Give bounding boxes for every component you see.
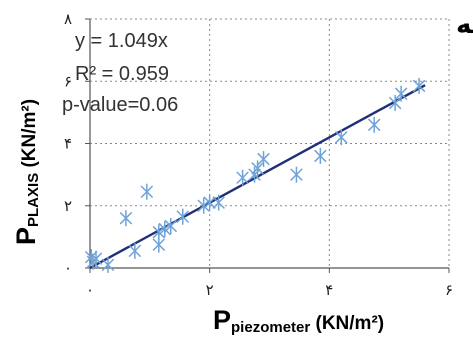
data-point (367, 116, 381, 133)
y-tick-labels: ۰ ۲ ۴ ۶ ۸ (64, 10, 72, 277)
data-point (203, 194, 216, 211)
x-tick-label: ۶ (445, 281, 453, 299)
x-axis-title-unit: (KN/m²) (310, 313, 384, 334)
data-point-stroke (176, 210, 190, 223)
data-point-stroke (367, 118, 381, 132)
y-tick-label: ۶ (64, 72, 72, 90)
data-point (251, 160, 264, 177)
data-point (335, 129, 348, 146)
x-axis-title-sub: piezometer (231, 319, 310, 336)
y-tick-label: ۰ (64, 259, 72, 277)
data-point-stroke (152, 238, 166, 251)
data-point-stroke (335, 130, 348, 144)
data-point (212, 194, 225, 211)
data-point (152, 224, 166, 241)
data-point-stroke (257, 152, 270, 166)
data-point-stroke (89, 252, 103, 265)
data-point-stroke (412, 79, 426, 93)
data-point (128, 242, 142, 259)
data-point-stroke (236, 171, 249, 185)
data-point-stroke (197, 199, 210, 213)
data-point-stroke (251, 162, 264, 175)
data-point (140, 183, 154, 200)
data-point (176, 208, 190, 225)
data-point-stroke (248, 168, 261, 181)
data-point (388, 95, 402, 112)
x-axis-title: Ppiezometer (KN/m²) (213, 305, 384, 336)
data-point-stroke (152, 225, 166, 239)
y-tick-label: ۴ (64, 135, 72, 153)
data-point-stroke (203, 196, 216, 209)
grid-lines (90, 18, 450, 268)
data-point-stroke (388, 96, 402, 110)
data-point (257, 151, 270, 168)
data-point (248, 166, 261, 183)
data-point-stroke (164, 219, 178, 233)
chart-title: زاویه ۹۰ درجه (456, 10, 473, 40)
equation-annotation: y = 1.049x (75, 30, 168, 52)
r-squared-annotation: R² = 0.959 (75, 63, 169, 85)
y-tick-label: ۸ (64, 10, 72, 28)
data-point (119, 210, 133, 227)
data-point (314, 147, 327, 164)
data-point (412, 77, 426, 94)
data-point (236, 169, 249, 186)
data-point-stroke (314, 149, 327, 163)
data-point (394, 85, 408, 102)
x-tick-labels: ۰ ۲ ۴ ۶ (86, 281, 453, 299)
data-point-stroke (394, 87, 408, 100)
data-point-stroke (212, 196, 225, 209)
x-tick-label: ۴ (325, 281, 333, 299)
data-point (290, 166, 303, 183)
y-axis-title: PPLAXIS (KN/m²) (11, 99, 42, 245)
x-axis-title-main: P (213, 305, 231, 335)
x-tick-label: ۰ (86, 281, 94, 299)
data-points (84, 77, 426, 273)
y-axis-title-unit: (KN/m²) (19, 99, 40, 173)
y-tick-label: ۲ (64, 197, 72, 215)
x-tick-label: ۲ (206, 281, 214, 299)
data-point-stroke (128, 244, 142, 258)
data-point-stroke (158, 222, 172, 236)
data-point-stroke (119, 211, 133, 225)
data-point (164, 217, 178, 234)
data-point-stroke (140, 185, 154, 199)
axes (85, 18, 450, 273)
data-point (101, 256, 115, 273)
data-point-stroke (84, 250, 98, 264)
data-point-stroke (101, 258, 115, 272)
data-point (89, 250, 103, 267)
data-point (158, 221, 172, 238)
data-point-stroke (290, 168, 303, 181)
y-axis-title-sub: PLAXIS (25, 173, 42, 227)
y-axis-title-main: P (11, 227, 41, 245)
p-value-annotation: p-value=0.06 (62, 94, 178, 116)
data-point (197, 197, 210, 214)
